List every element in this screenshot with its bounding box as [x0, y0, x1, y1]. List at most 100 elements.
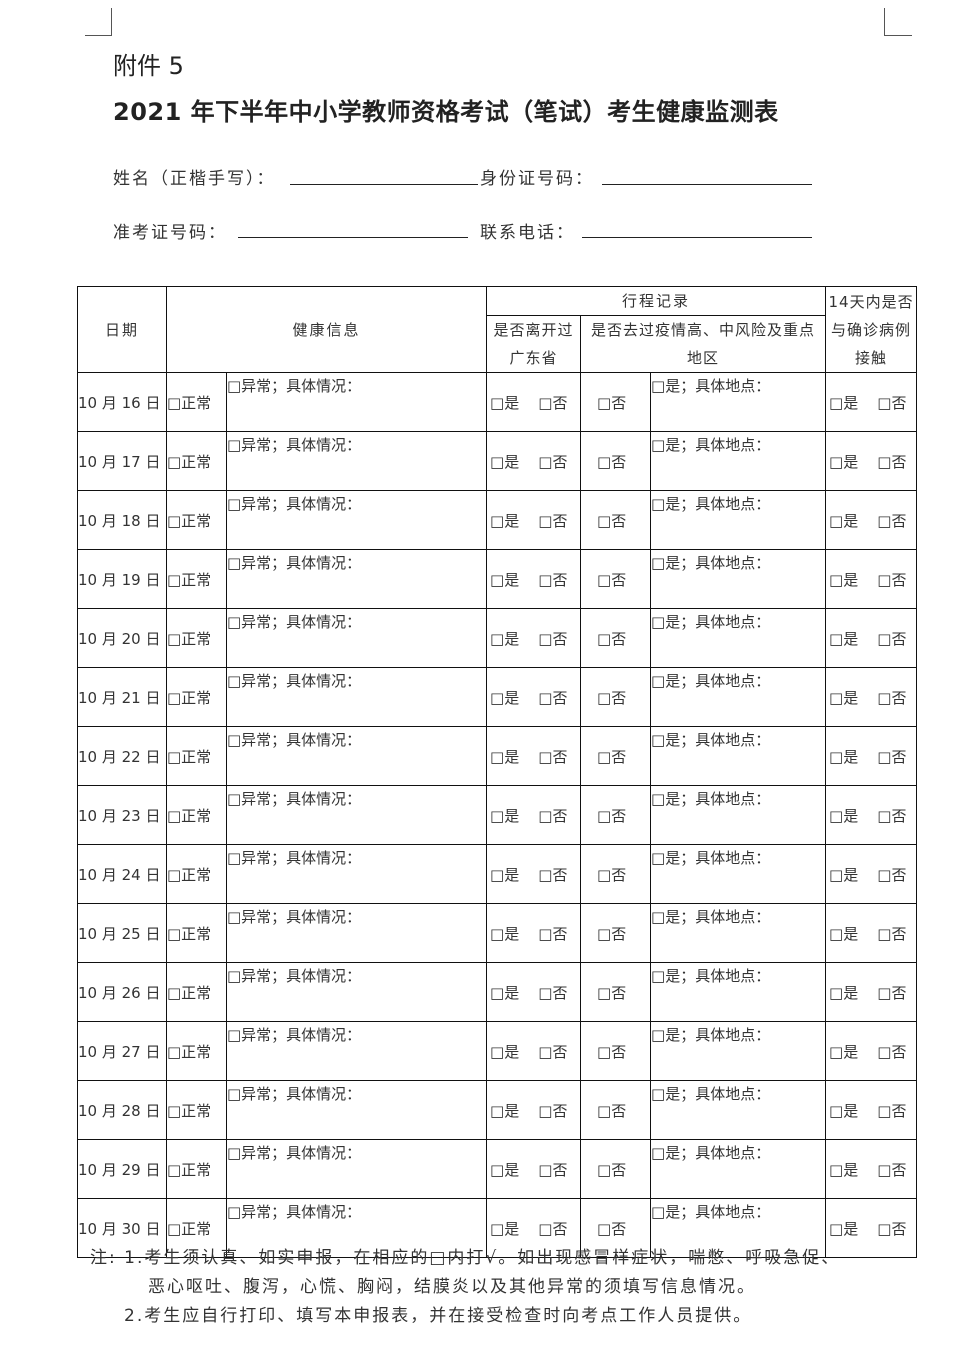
- left-province-yes[interactable]: □是: [490, 865, 520, 884]
- left-province-no[interactable]: □否: [538, 1101, 568, 1120]
- contact-yes[interactable]: □是: [829, 865, 859, 884]
- left-province-yes[interactable]: □是: [490, 924, 520, 943]
- normal-checkbox[interactable]: □正常: [166, 490, 227, 550]
- normal-checkbox[interactable]: □正常: [166, 1198, 227, 1258]
- normal-checkbox[interactable]: □正常: [166, 785, 227, 845]
- contact-no[interactable]: □否: [877, 983, 907, 1002]
- risk-area-no[interactable]: □否: [580, 903, 652, 963]
- abnormal-checkbox[interactable]: □异常；具体情况：: [225, 726, 488, 786]
- abnormal-checkbox[interactable]: □异常；具体情况：: [225, 1198, 488, 1258]
- normal-checkbox[interactable]: □正常: [166, 1080, 227, 1140]
- contact-yes[interactable]: □是: [829, 629, 859, 648]
- risk-area-no[interactable]: □否: [580, 549, 652, 609]
- left-province-no[interactable]: □否: [538, 983, 568, 1002]
- contact-no[interactable]: □否: [877, 570, 907, 589]
- risk-area-no[interactable]: □否: [580, 726, 652, 786]
- risk-area-yes[interactable]: □是；具体地点：: [650, 1198, 827, 1258]
- left-province-yes[interactable]: □是: [490, 1219, 520, 1238]
- left-province-no[interactable]: □否: [538, 747, 568, 766]
- normal-checkbox[interactable]: □正常: [166, 844, 227, 904]
- risk-area-yes[interactable]: □是；具体地点：: [650, 1080, 827, 1140]
- ticket-field[interactable]: [238, 237, 468, 238]
- contact-yes[interactable]: □是: [829, 452, 859, 471]
- left-province-yes[interactable]: □是: [490, 393, 520, 412]
- contact-yes[interactable]: □是: [829, 1160, 859, 1179]
- left-province-yes[interactable]: □是: [490, 452, 520, 471]
- left-province-no[interactable]: □否: [538, 924, 568, 943]
- risk-area-yes[interactable]: □是；具体地点：: [650, 844, 827, 904]
- contact-yes[interactable]: □是: [829, 1101, 859, 1120]
- left-province-yes[interactable]: □是: [490, 983, 520, 1002]
- abnormal-checkbox[interactable]: □异常；具体情况：: [225, 667, 488, 727]
- contact-no[interactable]: □否: [877, 806, 907, 825]
- left-province-no[interactable]: □否: [538, 452, 568, 471]
- left-province-no[interactable]: □否: [538, 1160, 568, 1179]
- normal-checkbox[interactable]: □正常: [166, 431, 227, 491]
- risk-area-no[interactable]: □否: [580, 1021, 652, 1081]
- contact-no[interactable]: □否: [877, 747, 907, 766]
- contact-no[interactable]: □否: [877, 688, 907, 707]
- risk-area-yes[interactable]: □是；具体地点：: [650, 549, 827, 609]
- normal-checkbox[interactable]: □正常: [166, 1139, 227, 1199]
- risk-area-no[interactable]: □否: [580, 431, 652, 491]
- abnormal-checkbox[interactable]: □异常；具体情况：: [225, 372, 488, 432]
- normal-checkbox[interactable]: □正常: [166, 962, 227, 1022]
- risk-area-yes[interactable]: □是；具体地点：: [650, 1139, 827, 1199]
- risk-area-yes[interactable]: □是；具体地点：: [650, 667, 827, 727]
- contact-yes[interactable]: □是: [829, 511, 859, 530]
- contact-yes[interactable]: □是: [829, 983, 859, 1002]
- contact-yes[interactable]: □是: [829, 806, 859, 825]
- contact-no[interactable]: □否: [877, 1101, 907, 1120]
- abnormal-checkbox[interactable]: □异常；具体情况：: [225, 549, 488, 609]
- contact-yes[interactable]: □是: [829, 570, 859, 589]
- risk-area-no[interactable]: □否: [580, 372, 652, 432]
- contact-yes[interactable]: □是: [829, 1042, 859, 1061]
- risk-area-yes[interactable]: □是；具体地点：: [650, 1021, 827, 1081]
- abnormal-checkbox[interactable]: □异常；具体情况：: [225, 844, 488, 904]
- risk-area-no[interactable]: □否: [580, 962, 652, 1022]
- contact-yes[interactable]: □是: [829, 1219, 859, 1238]
- abnormal-checkbox[interactable]: □异常；具体情况：: [225, 608, 488, 668]
- left-province-yes[interactable]: □是: [490, 1042, 520, 1061]
- normal-checkbox[interactable]: □正常: [166, 667, 227, 727]
- normal-checkbox[interactable]: □正常: [166, 549, 227, 609]
- normal-checkbox[interactable]: □正常: [166, 726, 227, 786]
- left-province-no[interactable]: □否: [538, 865, 568, 884]
- phone-field[interactable]: [582, 237, 812, 238]
- left-province-no[interactable]: □否: [538, 629, 568, 648]
- risk-area-yes[interactable]: □是；具体地点：: [650, 372, 827, 432]
- risk-area-no[interactable]: □否: [580, 1139, 652, 1199]
- risk-area-yes[interactable]: □是；具体地点：: [650, 785, 827, 845]
- contact-yes[interactable]: □是: [829, 747, 859, 766]
- risk-area-yes[interactable]: □是；具体地点：: [650, 490, 827, 550]
- contact-no[interactable]: □否: [877, 1160, 907, 1179]
- abnormal-checkbox[interactable]: □异常；具体情况：: [225, 785, 488, 845]
- normal-checkbox[interactable]: □正常: [166, 608, 227, 668]
- risk-area-no[interactable]: □否: [580, 608, 652, 668]
- risk-area-no[interactable]: □否: [580, 844, 652, 904]
- contact-yes[interactable]: □是: [829, 393, 859, 412]
- abnormal-checkbox[interactable]: □异常；具体情况：: [225, 1080, 488, 1140]
- risk-area-yes[interactable]: □是；具体地点：: [650, 903, 827, 963]
- risk-area-no[interactable]: □否: [580, 667, 652, 727]
- left-province-no[interactable]: □否: [538, 1219, 568, 1238]
- risk-area-yes[interactable]: □是；具体地点：: [650, 608, 827, 668]
- left-province-yes[interactable]: □是: [490, 629, 520, 648]
- risk-area-yes[interactable]: □是；具体地点：: [650, 962, 827, 1022]
- id-field[interactable]: [602, 184, 812, 185]
- abnormal-checkbox[interactable]: □异常；具体情况：: [225, 962, 488, 1022]
- contact-yes[interactable]: □是: [829, 688, 859, 707]
- abnormal-checkbox[interactable]: □异常；具体情况：: [225, 490, 488, 550]
- abnormal-checkbox[interactable]: □异常；具体情况：: [225, 1139, 488, 1199]
- contact-no[interactable]: □否: [877, 924, 907, 943]
- abnormal-checkbox[interactable]: □异常；具体情况：: [225, 1021, 488, 1081]
- left-province-no[interactable]: □否: [538, 806, 568, 825]
- left-province-yes[interactable]: □是: [490, 806, 520, 825]
- risk-area-no[interactable]: □否: [580, 785, 652, 845]
- contact-no[interactable]: □否: [877, 629, 907, 648]
- left-province-yes[interactable]: □是: [490, 1160, 520, 1179]
- risk-area-yes[interactable]: □是；具体地点：: [650, 726, 827, 786]
- risk-area-no[interactable]: □否: [580, 490, 652, 550]
- name-field[interactable]: [290, 184, 478, 185]
- contact-yes[interactable]: □是: [829, 924, 859, 943]
